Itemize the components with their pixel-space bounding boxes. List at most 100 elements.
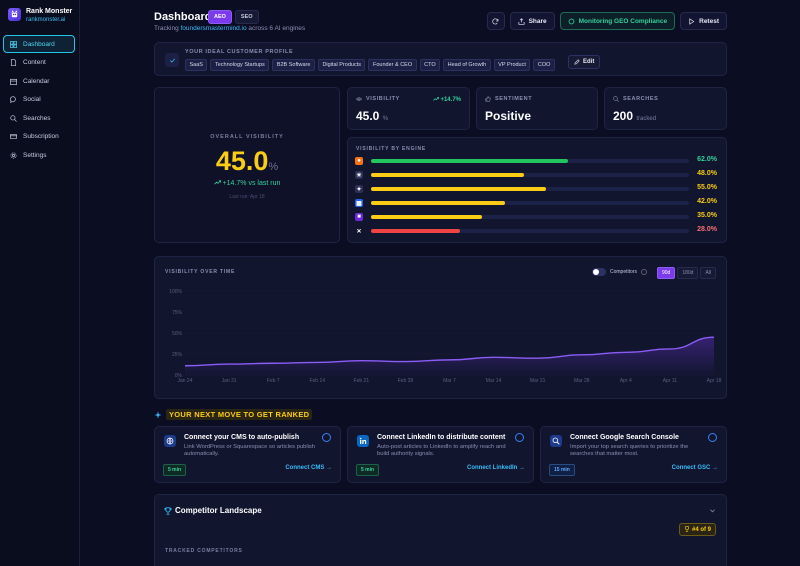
complete-radio[interactable] (322, 433, 331, 442)
next-move-card-title: Connect Google Search Console (570, 434, 679, 441)
overall-number: 45.0 (215, 146, 269, 176)
visibility-value: 45.0 % (356, 109, 388, 123)
visibility-line (184, 336, 715, 367)
icp-chip: CTO (419, 59, 441, 71)
range-90d[interactable]: 90d (657, 267, 676, 279)
sidebar-item-settings[interactable]: Settings (3, 147, 75, 165)
range-all[interactable]: All (700, 267, 717, 279)
engine-5-icon: ■ (355, 213, 363, 221)
share-icon (518, 17, 525, 25)
play-icon (689, 17, 695, 25)
tab-aeo[interactable]: AEO (208, 10, 232, 24)
next-move-card-desc: Link WordPress or Squarespace so article… (184, 444, 316, 457)
next-move-card[interactable]: Connect your CMS to auto-publish Link Wor… (154, 426, 341, 483)
sidebar-item-calendar[interactable]: Calendar (3, 72, 75, 90)
header-actions: Share Monitoring GEO Compliance Retest (486, 12, 727, 30)
sidebar-item-social[interactable]: Social (3, 91, 75, 109)
icp-chip: Head of Growth (443, 59, 491, 71)
engine-1-icon: ● (355, 157, 363, 165)
x-tick-label: Apr 18 (707, 378, 722, 384)
sidebar-item-searches[interactable]: Searches (3, 109, 75, 127)
toggle-switch[interactable] (592, 268, 606, 276)
tracked-competitors-label: TRACKED COMPETITORS (165, 548, 243, 554)
engine-row: ■ 35.0% (355, 212, 717, 222)
sidebar-item-label: Content (23, 59, 46, 67)
engine-2-icon: ✳ (355, 171, 363, 179)
tracked-domain[interactable]: foundersmastermind.io (180, 25, 247, 32)
icp-chip: Founder & CEO (368, 59, 417, 71)
connect-link[interactable]: Connect GSC → (671, 465, 718, 471)
x-tick-label: Apr 4 (620, 378, 632, 384)
share-button[interactable]: Share (509, 12, 555, 30)
competitors-toggle[interactable]: Competitors (592, 268, 647, 276)
engine-percent: 35.0% (697, 212, 717, 219)
searches-unit: tracked (636, 116, 657, 122)
edit-label: Edit (583, 59, 595, 65)
chat-icon (10, 96, 16, 104)
calendar-icon (10, 78, 17, 85)
engine-title: VISIBILITY BY ENGINE (356, 146, 426, 152)
sidebar-item-dashboard[interactable]: Dashboard (3, 35, 75, 53)
icp-chips: SaaS Technology Startups B2B Software Di… (185, 59, 555, 71)
next-move-card[interactable]: Connect LinkedIn to distribute content Au… (347, 426, 534, 483)
engine-row: ▦ 42.0% (355, 198, 717, 208)
complete-radio[interactable] (708, 433, 717, 442)
next-move-card[interactable]: Connect Google Search Console Import your… (540, 426, 727, 483)
x-tick-label: Feb 28 (398, 378, 414, 384)
x-tick-label: Mar 21 (530, 378, 546, 384)
engine-percent: 28.0% (697, 226, 717, 233)
next-move-header: YOUR NEXT MOVE TO GET RANKED (154, 409, 313, 420)
overall-value: 45.0% (155, 146, 339, 177)
y-tick-label: 25% (172, 352, 183, 358)
connect-link[interactable]: Connect LinkedIn → (466, 465, 525, 471)
x-tick-label: Feb 7 (267, 378, 280, 384)
sentiment-stat-label: SENTIMENT (485, 96, 532, 102)
x-tick-label: Jan 24 (177, 378, 192, 384)
overall-delta: +14.7% vs last run (155, 179, 339, 187)
engine-bar-fill (371, 229, 461, 233)
sidebar-item-subscription[interactable]: Subscription (3, 128, 75, 146)
complete-radio[interactable] (515, 433, 524, 442)
icp-chip: B2B Software (272, 59, 315, 71)
retest-button[interactable]: Retest (680, 12, 727, 30)
brand[interactable]: Rank Monster rankmonster.ai (8, 7, 72, 24)
visibility-area (185, 337, 714, 375)
time-badge: 5 min (163, 464, 187, 476)
refresh-button[interactable] (486, 12, 505, 30)
eye-icon (356, 97, 362, 101)
chevron-down-icon[interactable] (709, 507, 716, 514)
next-move-card-desc: Auto-post articles to LinkedIn to amplif… (377, 444, 506, 457)
page-subtitle: Tracking foundersmastermind.io across 6 … (154, 25, 305, 32)
linkedin-icon (357, 435, 369, 447)
edit-icp-button[interactable]: Edit (568, 55, 601, 69)
subtitle-suffix: across 6 AI engines (246, 25, 306, 32)
icp-chip: Digital Products (317, 59, 366, 71)
rank-badge: #4 of 9 (679, 523, 716, 536)
y-tick-label: 100% (169, 289, 182, 295)
icp-chip: VP Product (493, 59, 531, 71)
engine-bar-track (371, 173, 689, 177)
icp-chip: COO (533, 59, 555, 71)
card-icon (10, 134, 17, 140)
engine-bar-fill (371, 187, 546, 191)
thumbs-up-icon (485, 96, 491, 102)
sidebar-item-content[interactable]: Content (3, 54, 75, 72)
monitoring-button[interactable]: Monitoring GEO Compliance (559, 12, 676, 30)
trend-up-icon (213, 180, 221, 185)
refresh-icon (492, 17, 499, 24)
monitor-circle-icon (568, 18, 574, 24)
x-tick-label: Mar 28 (574, 378, 590, 384)
x-tick-label: Mar 7 (443, 378, 456, 384)
engine-percent: 55.0% (697, 184, 717, 191)
icp-chip: Technology Startups (210, 59, 270, 71)
searches-stat-card: SEARCHES 200 tracked (604, 87, 727, 130)
sidebar-item-label: Dashboard (23, 40, 55, 48)
connect-link[interactable]: Connect CMS → (285, 465, 332, 471)
range-180d[interactable]: 180d (677, 267, 699, 279)
tab-seo[interactable]: SEO (234, 10, 259, 24)
icp-chip: SaaS (185, 59, 208, 71)
info-icon[interactable] (640, 269, 647, 275)
x-tick-label: Feb 21 (354, 378, 370, 384)
engine-3-icon: ✦ (355, 185, 363, 193)
competitor-landscape-card: Competitor Landscape #4 of 9 TRACKED COM… (154, 494, 727, 566)
